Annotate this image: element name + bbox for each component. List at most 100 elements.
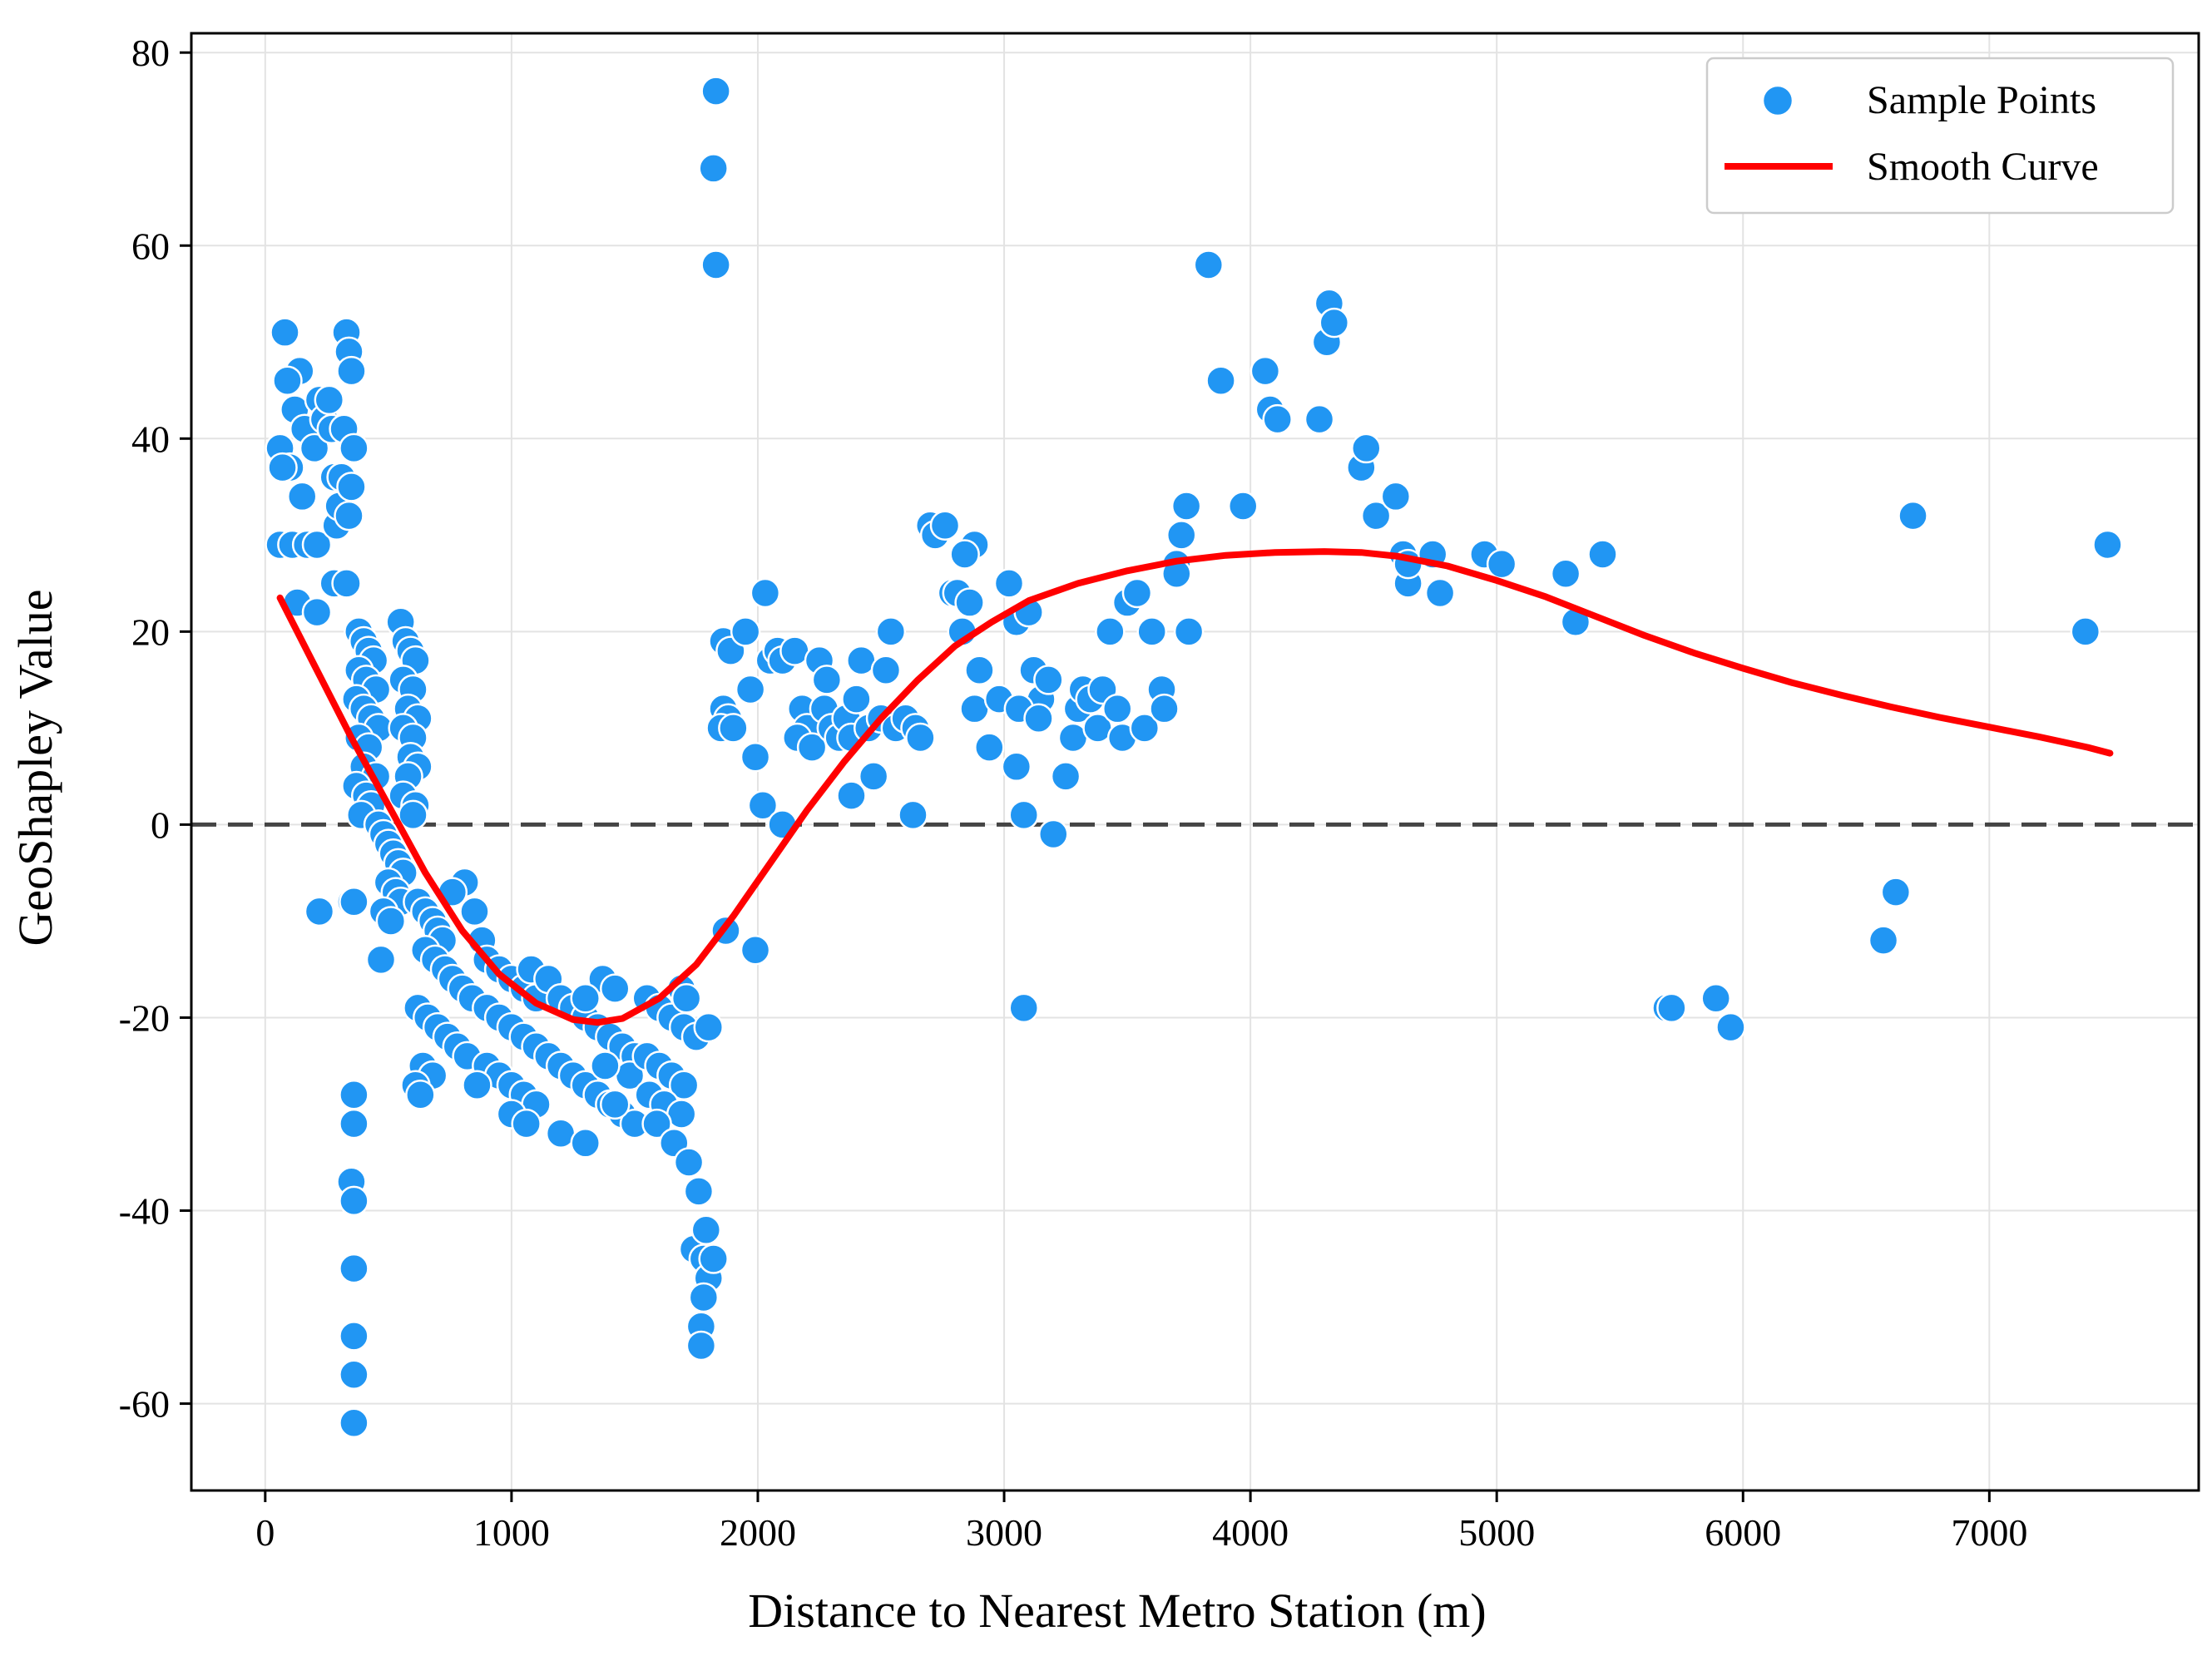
sample-point [740, 741, 771, 773]
sample-point [299, 433, 330, 464]
sample-point [272, 365, 303, 396]
y-tick-label: 0 [151, 803, 170, 846]
sample-point [698, 153, 729, 184]
sample-point [688, 1282, 720, 1313]
y-tick-label: 60 [131, 225, 170, 267]
sample-point [1360, 500, 1392, 531]
sample-point [641, 1108, 672, 1139]
x-tick-label: 5000 [1458, 1511, 1535, 1554]
sample-point [870, 655, 902, 686]
sample-point [1227, 491, 1259, 522]
sample-point [747, 789, 779, 821]
sample-point [1304, 403, 1335, 435]
y-axis: 80 60 40 20 0 -20 -40 -60 [119, 32, 191, 1426]
sample-point [1033, 665, 1064, 695]
sample-point [267, 452, 298, 483]
plot-frame [190, 32, 2200, 1492]
x-tick-label: 7000 [1951, 1511, 2027, 1554]
sample-point [1101, 693, 1133, 724]
legend-frame [1705, 57, 2175, 215]
sample-point [974, 732, 1005, 763]
sample-point [599, 973, 631, 1004]
sample-point [693, 1011, 725, 1043]
sample-point [1262, 403, 1293, 435]
sample-point [1880, 877, 1912, 907]
sample-point [339, 1407, 369, 1439]
x-tick-label: 0 [255, 1511, 275, 1554]
y-tick-label: -60 [119, 1383, 170, 1426]
sample-point [954, 587, 985, 618]
sample-point [735, 674, 766, 705]
sample-point [1038, 818, 1069, 850]
sample-point [1193, 250, 1225, 280]
sample-point [1001, 751, 1032, 783]
sample-point [1149, 693, 1180, 724]
sample-point [993, 568, 1025, 599]
sample-point [1008, 992, 1039, 1024]
sample-point [2092, 529, 2123, 561]
sample-point [286, 481, 318, 512]
y-tick-label: 20 [131, 610, 170, 653]
sample-point [570, 983, 601, 1014]
legend: Sample Points Smooth Curve [1705, 57, 2175, 215]
sample-point [685, 1330, 717, 1362]
sample-point [875, 616, 907, 647]
y-axis-label: GeoShapley Value [8, 590, 62, 947]
sample-point [1351, 433, 1382, 464]
sample-point [1250, 355, 1281, 387]
sample-point [590, 1050, 621, 1081]
y-tick-label: 80 [131, 32, 170, 74]
y-tick-label: -40 [119, 1190, 170, 1233]
sample-point [301, 596, 333, 628]
sample-point [1136, 616, 1167, 647]
sample-point [336, 355, 367, 387]
sample-point [599, 1089, 631, 1120]
sample-point [1715, 1011, 1746, 1043]
sample-point [511, 1108, 542, 1139]
sample-point [331, 568, 362, 599]
sample-point [700, 250, 731, 280]
x-tick-label: 6000 [1705, 1511, 1781, 1554]
sample-point [700, 76, 731, 106]
sample-point [334, 500, 364, 531]
y-tick-label: -20 [119, 996, 170, 1039]
sample-point [1898, 500, 1928, 531]
x-tick-label: 3000 [966, 1511, 1042, 1554]
sample-point [339, 1321, 369, 1352]
sample-point [1205, 365, 1236, 396]
sample-point [1700, 983, 1731, 1014]
sample-point [1424, 577, 1456, 609]
sample-point [1165, 520, 1197, 551]
sample-point [1486, 548, 1517, 580]
sample-point [405, 1080, 436, 1110]
sample-point [301, 529, 333, 561]
sample-point [1319, 307, 1350, 339]
sample-point [365, 944, 397, 976]
legend-smooth-curve-label: Smooth Curve [1867, 145, 2099, 189]
sample-point [730, 616, 761, 647]
sample-point [964, 655, 995, 686]
sample-point [1550, 558, 1581, 589]
sample-point [683, 1176, 715, 1207]
sample-point [698, 1243, 729, 1274]
sample-point [898, 799, 928, 831]
sample-point [836, 780, 867, 811]
sample-point [1656, 992, 1687, 1024]
sample-point [740, 935, 771, 966]
sample-point [339, 433, 369, 464]
sample-point [811, 665, 843, 695]
sample-point [1095, 616, 1126, 647]
sample-point [690, 1214, 722, 1245]
x-tick-label: 1000 [473, 1511, 550, 1554]
sample-point [905, 722, 936, 754]
sample-point [398, 799, 428, 831]
sample-point [796, 732, 828, 763]
sample-point [671, 983, 702, 1014]
sample-point [339, 886, 369, 917]
sample-point [718, 713, 749, 744]
sample-point [375, 906, 407, 937]
sample-point [750, 577, 781, 609]
sample-point [462, 1070, 492, 1100]
x-axis: 0 1000 2000 3000 4000 5000 6000 7000 [255, 1490, 2027, 1554]
